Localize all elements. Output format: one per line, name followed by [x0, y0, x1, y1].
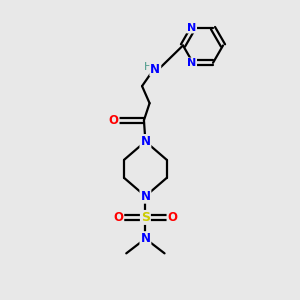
Text: N: N [187, 58, 196, 68]
Text: N: N [187, 22, 196, 32]
Text: O: O [109, 114, 118, 127]
Text: S: S [141, 211, 150, 224]
Text: N: N [140, 135, 150, 148]
Text: H: H [143, 62, 152, 72]
Text: N: N [140, 190, 150, 203]
Text: O: O [113, 211, 123, 224]
Text: O: O [167, 211, 178, 224]
Text: N: N [150, 62, 160, 76]
Text: N: N [140, 232, 150, 245]
